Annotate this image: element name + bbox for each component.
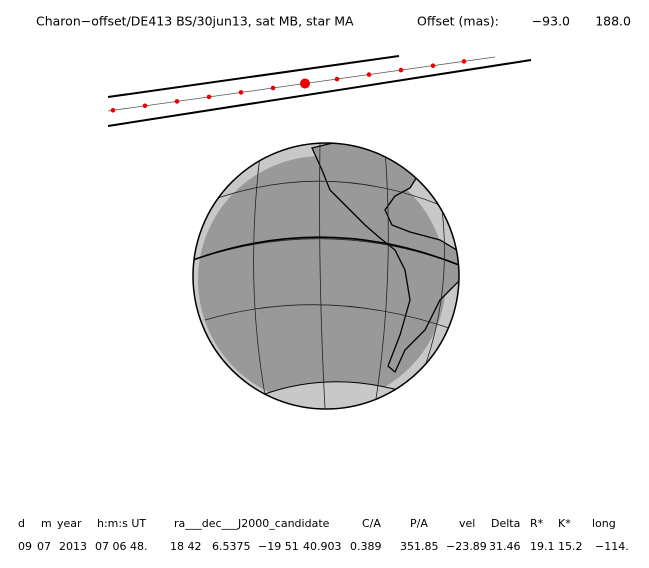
offset-y: 188.0 [595,14,631,29]
column-header: P/A [410,517,428,530]
cell: 6.5375 [212,540,251,553]
cell: 07 [37,540,51,553]
column-header: long [592,517,616,530]
cell: 18 42 [170,540,202,553]
offset-x: −93.0 [532,14,570,29]
column-header: C/A [362,517,381,530]
closest-point [300,78,310,89]
shadow-track [107,55,532,127]
cell: 351.85 [400,540,439,553]
cell: 40.903 [303,540,342,553]
cell: 0.389 [350,540,382,553]
title: Charon−offset/DE413 BS/30jun13, sat MB, … [36,14,354,29]
track-edge [107,55,400,98]
cell: 07 06 48. [95,540,147,553]
column-header: m [41,517,52,530]
cell: 2013 [59,540,87,553]
cell: −114. [595,540,629,553]
time-ticks [110,59,467,113]
globe [192,142,460,410]
column-header: h:m:s UT [97,517,146,530]
cell: −19 51 [258,540,299,553]
column-header: R* [530,517,544,530]
cell: 09 [18,540,32,553]
column-header: K* [558,517,571,530]
track-edge [107,59,532,127]
cell: 19.1 [530,540,555,553]
column-header: d [18,517,25,530]
cell: −23.89 [446,540,487,553]
cell: 15.2 [558,540,583,553]
cell: 31.46 [489,540,521,553]
column-header: ra___dec___J2000_candidate [174,517,330,530]
column-header: year [57,517,82,530]
data-table: d m year h:m:s UT ra___dec___J2000_candidate… [18,517,629,553]
column-header: Delta [491,517,520,530]
column-header: vel [459,517,475,530]
offset-label: Offset (mas): [417,14,499,29]
